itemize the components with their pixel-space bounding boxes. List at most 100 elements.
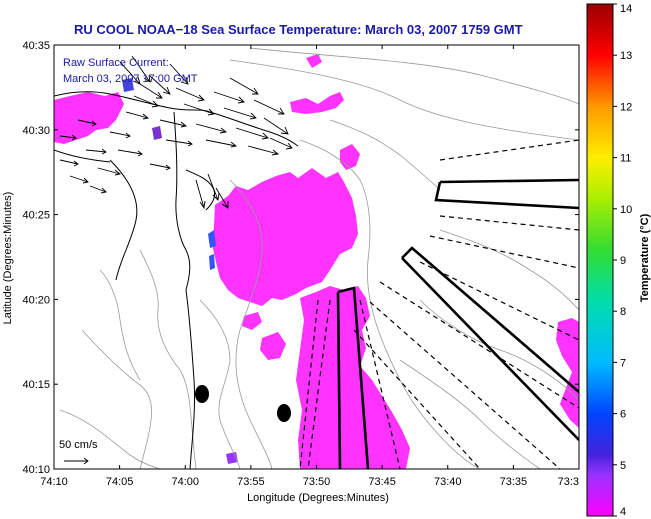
map-plot-area xyxy=(54,45,579,469)
sst-patches xyxy=(54,54,579,469)
sst-patch-north-small xyxy=(290,92,344,114)
current-arrow xyxy=(119,61,141,85)
y-tick-label: 40:15 xyxy=(22,379,50,391)
channel-outline-diagonal xyxy=(401,246,579,441)
range-line xyxy=(369,301,561,469)
colorbar-tick-label: 8 xyxy=(620,306,626,318)
colorbar-tick-label: 13 xyxy=(620,50,632,62)
current-arrow xyxy=(69,175,89,184)
coastline-sandy-hook xyxy=(173,111,191,291)
colorbar-tick-label: 10 xyxy=(620,204,632,216)
current-arrow xyxy=(169,63,189,85)
current-arrow xyxy=(183,103,215,116)
colorbar-tick-label: 14 xyxy=(620,3,632,15)
current-arrow xyxy=(97,167,122,176)
colorbar-tick-label: 9 xyxy=(620,255,626,267)
current-arrow xyxy=(215,187,229,209)
sst-patch-mid-small xyxy=(242,312,262,330)
colorbar-tick-label: 5 xyxy=(620,460,626,472)
range-line xyxy=(353,329,481,469)
current-arrow xyxy=(85,148,107,155)
contour-4 xyxy=(329,119,441,191)
current-arrow xyxy=(205,139,238,148)
range-line xyxy=(439,139,579,161)
contour-13 xyxy=(99,269,141,381)
x-tick-label: 73:55 xyxy=(237,476,265,488)
current-arrow xyxy=(263,117,289,135)
contour-11 xyxy=(399,359,541,469)
y-tick-label: 40:20 xyxy=(22,294,50,306)
current-arrow xyxy=(247,145,280,156)
current-arrow xyxy=(77,119,97,127)
current-arrow xyxy=(223,107,257,120)
current-arrow xyxy=(253,99,285,115)
current-arrow xyxy=(59,134,77,141)
bathymetry-contours xyxy=(59,47,579,469)
sst-cool-sliver-2 xyxy=(209,254,215,270)
x-tick-label: 73:35 xyxy=(500,476,528,488)
colorbar-tick-label: 6 xyxy=(620,409,626,421)
buoy-marker-1 xyxy=(195,385,209,403)
sst-patch-east-edge xyxy=(556,318,579,428)
contour-2 xyxy=(249,47,579,105)
current-arrow xyxy=(149,163,171,171)
current-legend-line1: Raw Surface Current: xyxy=(63,57,169,69)
contour-9 xyxy=(59,409,161,469)
coastline-raritan xyxy=(54,149,111,163)
current-arrow xyxy=(139,83,163,99)
x-tick-label: 73:40 xyxy=(434,476,462,488)
sst-cool-sliver-1 xyxy=(208,230,216,248)
scale-label: 50 cm/s xyxy=(59,439,98,451)
current-arrow xyxy=(269,137,293,150)
current-arrow xyxy=(59,159,79,167)
buoy-marker-2 xyxy=(277,404,291,422)
current-arrow xyxy=(207,173,220,201)
figure-title: RU COOL NOAA−18 Sea Surface Temperature:… xyxy=(74,22,523,37)
current-arrow xyxy=(125,111,150,120)
x-tick-label: 74:05 xyxy=(106,476,134,488)
x-tick-label: 74:10 xyxy=(40,476,68,488)
colorbar-tick-label: 11 xyxy=(620,153,631,165)
current-arrow xyxy=(159,119,188,128)
contour-12 xyxy=(439,229,579,311)
channel-outlines xyxy=(336,178,579,469)
sst-patch-top-speck xyxy=(306,54,322,68)
y-tick-label: 40:30 xyxy=(22,125,50,137)
range-line xyxy=(299,299,319,469)
channel-outline-upper xyxy=(434,178,579,210)
sst-cool-patch-left xyxy=(152,126,162,140)
current-arrow xyxy=(195,123,228,134)
scale-arrow xyxy=(64,457,89,465)
coastline-inner-bay xyxy=(109,159,138,281)
current-arrow xyxy=(117,149,143,157)
range-line xyxy=(307,299,331,469)
range-line xyxy=(359,299,401,469)
y-tick-label: 40:25 xyxy=(22,210,50,222)
current-arrow xyxy=(109,131,131,139)
current-arrow xyxy=(175,87,205,102)
colorbar-tick-label: 4 xyxy=(620,506,626,518)
contour-6 xyxy=(199,299,241,469)
sst-patch-southwest-small xyxy=(260,332,286,360)
x-axis-ticks: 74:10 74:05 74:00 73:55 73:50 73:45 73:40 73:35… xyxy=(40,45,580,488)
sst-patch-northwest xyxy=(54,92,124,144)
radar-range-lines xyxy=(299,139,579,469)
current-arrow xyxy=(229,77,259,95)
contour-10 xyxy=(419,299,579,401)
contour-3 xyxy=(299,139,481,469)
current-arrow xyxy=(89,185,107,194)
current-arrow xyxy=(195,179,206,210)
x-tick-label: 73:3 xyxy=(558,476,579,488)
contour-7 xyxy=(139,249,197,469)
colorbar-tick-label: 7 xyxy=(620,357,626,369)
x-axis-label: Longitude (Degrees:Minutes) xyxy=(247,492,389,504)
colorbar xyxy=(586,3,614,517)
sst-patch-south xyxy=(296,286,410,469)
range-line xyxy=(429,235,579,269)
current-arrow xyxy=(165,139,193,147)
coastline-nj-shore xyxy=(185,289,196,469)
sst-patch-small-south xyxy=(226,452,238,464)
contour-8 xyxy=(81,329,152,469)
current-arrow xyxy=(213,91,245,104)
